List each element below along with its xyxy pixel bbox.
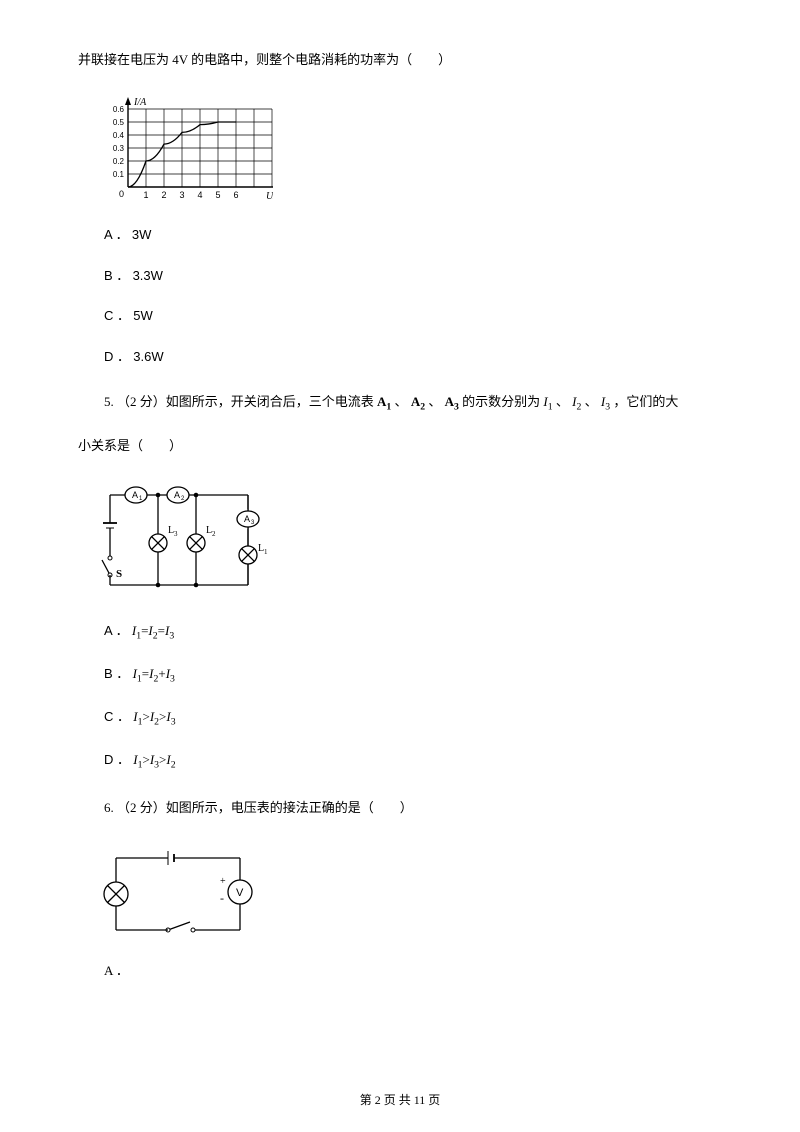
q4-option-a: A ． 3W xyxy=(104,225,722,246)
svg-text:2: 2 xyxy=(212,530,216,538)
svg-text:3: 3 xyxy=(174,530,178,538)
svg-text:5: 5 xyxy=(215,190,220,200)
iv-chart: 1 2 3 4 5 6 0.1 0.2 0.3 0.4 0.5 0.6 0 I/A U/V xyxy=(98,87,722,205)
q6-option-a: A ． xyxy=(104,961,722,982)
page-footer: 第 2 页 共 11 页 xyxy=(78,1091,722,1110)
svg-text:-: - xyxy=(220,891,224,905)
svg-text:A: A xyxy=(174,490,180,500)
q5-option-b: B ． I1=I2+I3 xyxy=(104,664,722,687)
svg-text:V: V xyxy=(236,887,244,899)
q5-option-d: D ． I1>I3>I2 xyxy=(104,750,722,773)
q5-option-c: C ． I1>I2>I3 xyxy=(104,707,722,730)
q5-stem-2: 小关系是（ ） xyxy=(78,436,722,457)
q5-stem: 5. （2 分）如图所示，开关闭合后，三个电流表 A1 、 A2 、 A3 的示… xyxy=(78,388,722,418)
q4-option-c: C ． 5W xyxy=(104,306,722,327)
svg-text:0.1: 0.1 xyxy=(113,170,125,179)
svg-text:0: 0 xyxy=(119,189,124,199)
q6-circuit: V + - xyxy=(98,840,722,945)
svg-text:3: 3 xyxy=(179,190,184,200)
svg-text:S: S xyxy=(116,568,122,580)
q5-circuit: SA1A2L3L2A3A3L1 xyxy=(98,473,722,601)
svg-text:1: 1 xyxy=(143,190,148,200)
svg-text:6: 6 xyxy=(233,190,238,200)
svg-text:0.4: 0.4 xyxy=(113,131,125,140)
svg-text:1: 1 xyxy=(264,548,268,556)
svg-text:I/A: I/A xyxy=(133,97,147,108)
svg-text:4: 4 xyxy=(197,190,202,200)
svg-text:+: + xyxy=(220,876,226,887)
q4-option-d: D ． 3.6W xyxy=(104,347,722,368)
svg-text:0.5: 0.5 xyxy=(113,118,125,127)
svg-text:A: A xyxy=(244,514,250,524)
svg-text:A: A xyxy=(132,490,138,500)
svg-text:2: 2 xyxy=(161,190,166,200)
svg-text:0.3: 0.3 xyxy=(113,144,125,153)
q5-option-a: A ． I1=I2=I3 xyxy=(104,621,722,644)
q4-option-b: B ． 3.3W xyxy=(104,266,722,287)
q4-tail-text: 并联接在电压为 4V 的电路中，则整个电路消耗的功率为（ ） xyxy=(78,50,722,71)
q6-stem: 6. （2 分）如图所示，电压表的接法正确的是（ ） xyxy=(78,794,722,823)
svg-text:U/V: U/V xyxy=(266,191,273,202)
svg-text:0.6: 0.6 xyxy=(113,105,125,114)
svg-text:0.2: 0.2 xyxy=(113,157,125,166)
